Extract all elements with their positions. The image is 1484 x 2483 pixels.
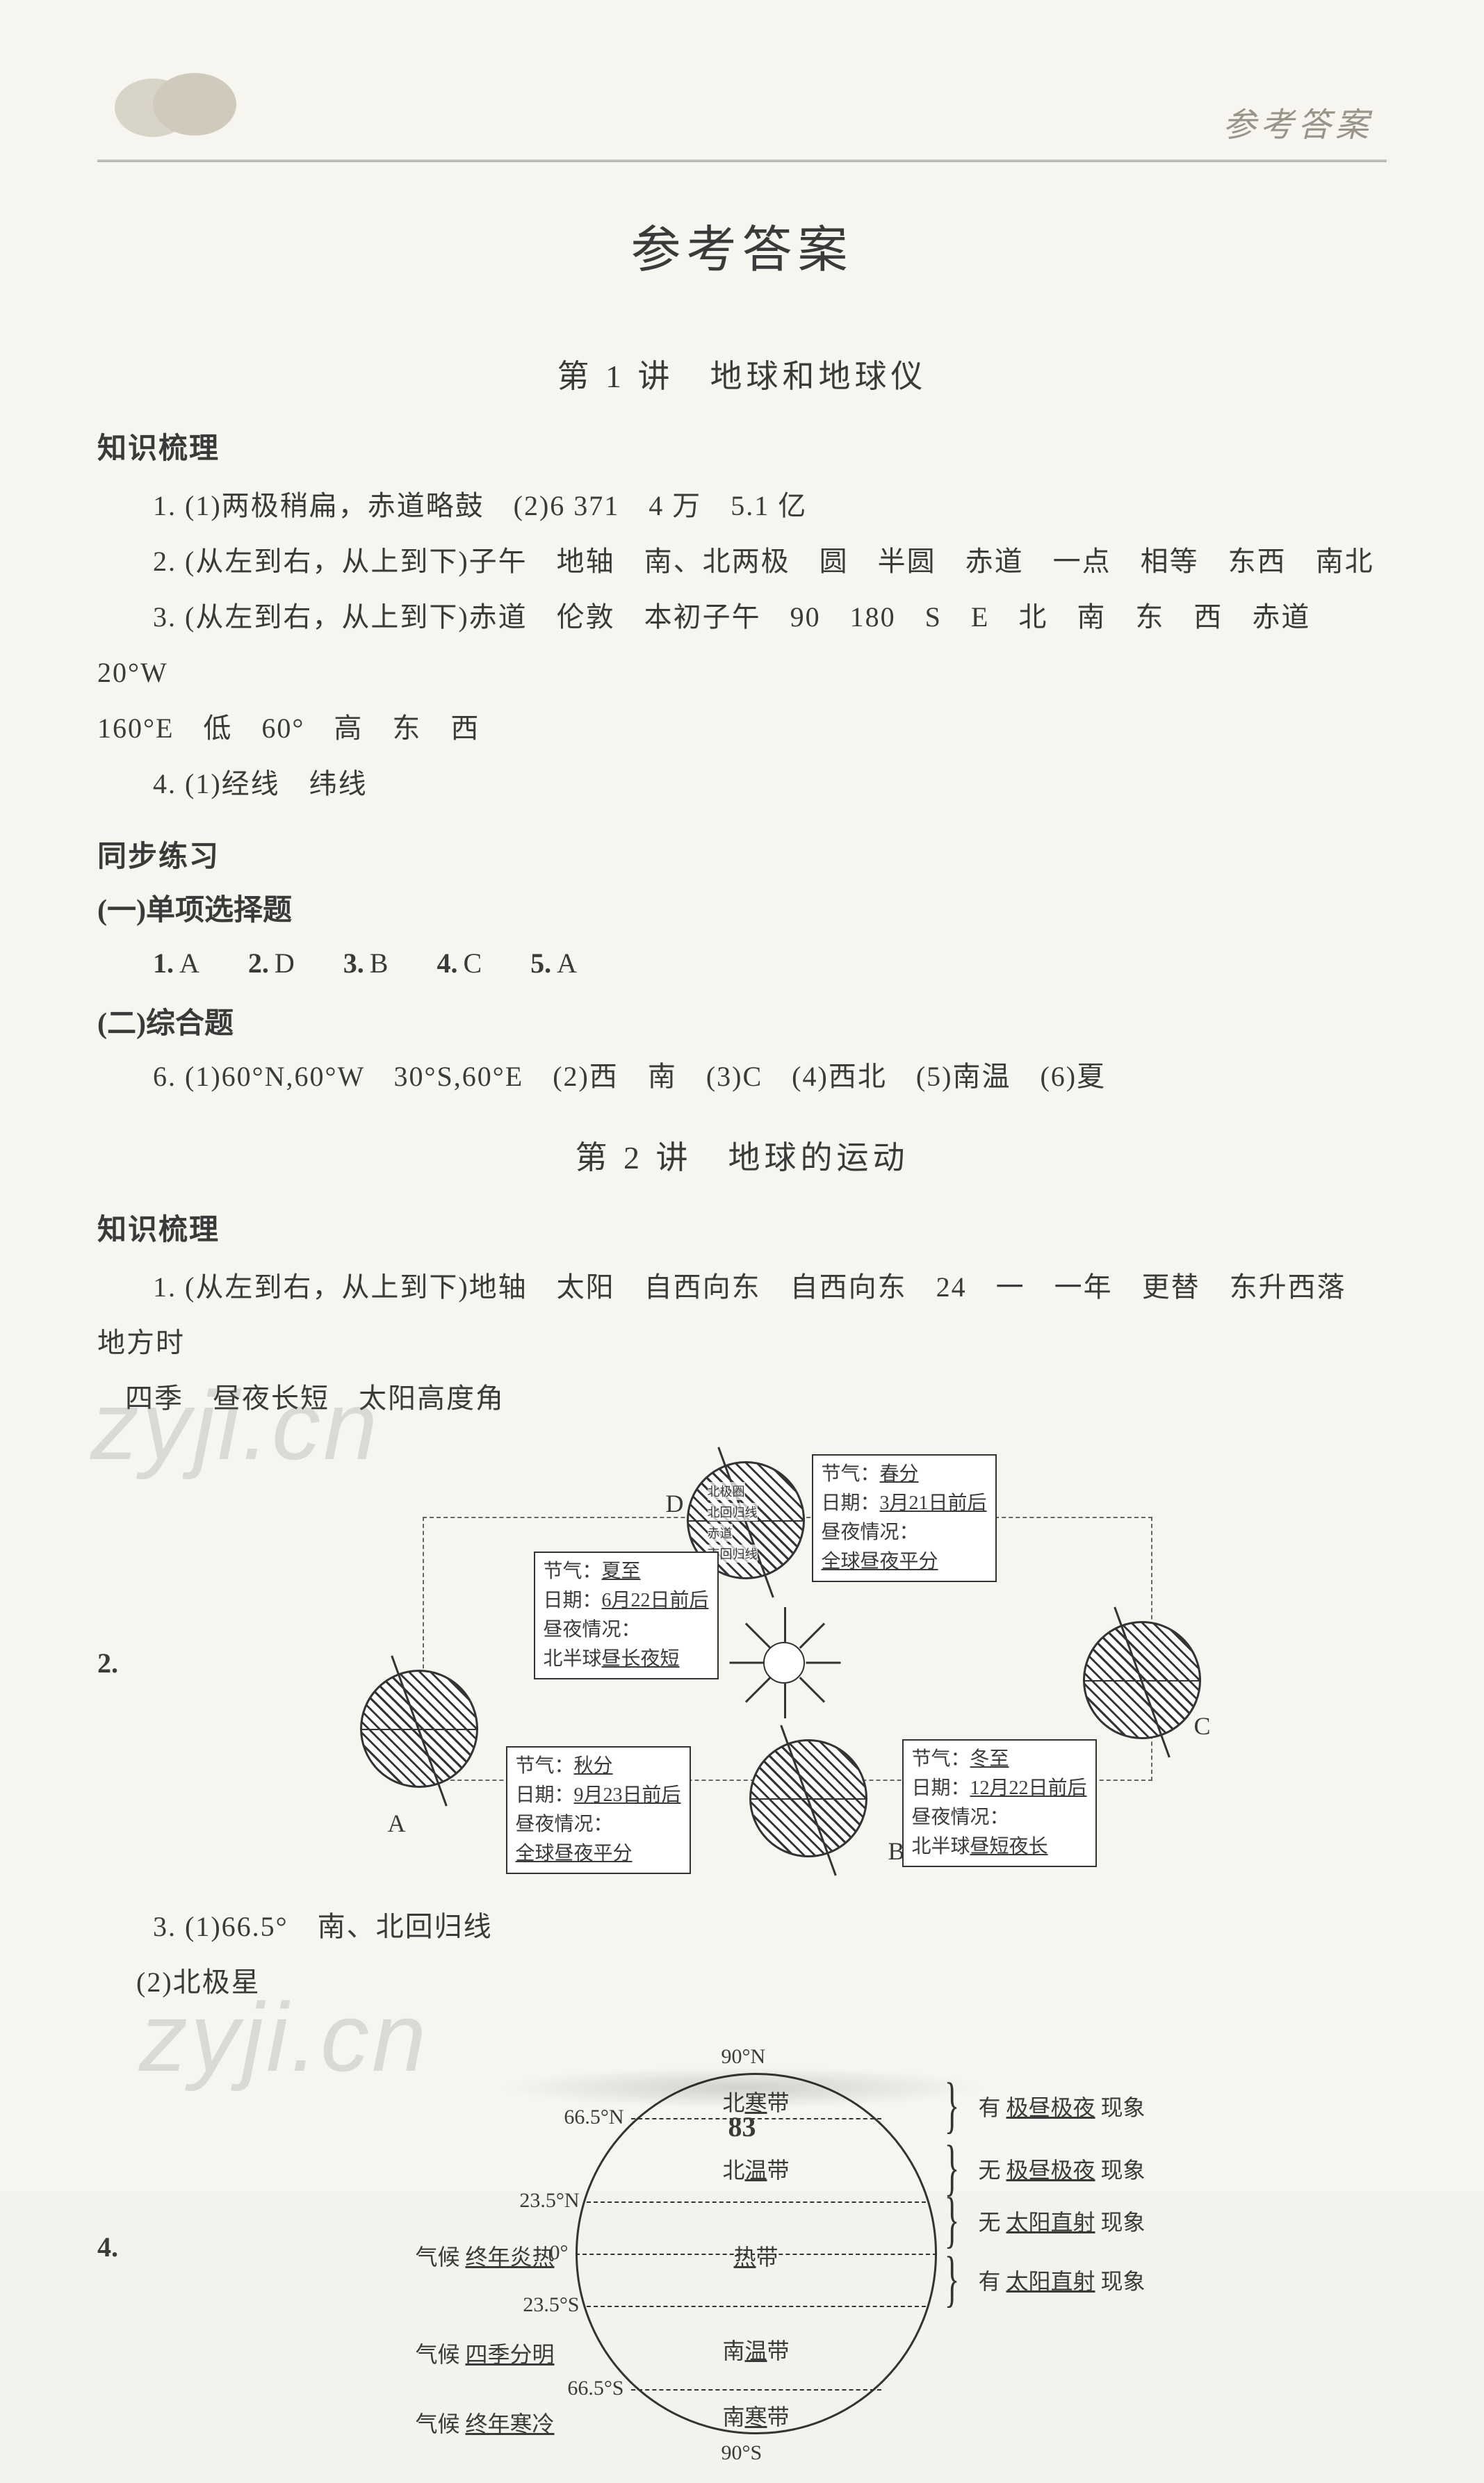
logo-blob xyxy=(111,70,250,139)
diagram1-row: 2. 北极圈北回归线赤道南回归线ABCD节气：春分日期：3月21日前后昼夜情况：… xyxy=(97,1426,1387,1899)
main-title: 参考答案 xyxy=(97,209,1387,282)
mcq-3-a: B xyxy=(370,947,389,979)
zone-annotation-right: 有 太阳直射 现象 xyxy=(979,2264,1145,2296)
l1-k2: 2. (从左到右，从上到下)子午 地轴 南、北两极 圆 半圆 赤道 一点 相等 … xyxy=(97,534,1387,589)
infobox-A_top: 节气：夏至日期：6月22日前后昼夜情况：北半球昼长夜短 xyxy=(534,1552,719,1679)
globe-inner-label: 赤道 xyxy=(708,1524,733,1542)
l1-comp: 6. (1)60°N,60°W 30°S,60°E (2)西 南 (3)C (4… xyxy=(97,1049,1387,1105)
zone-annotation-left: 气候 终年寒冷 xyxy=(325,2407,555,2439)
latitude-line xyxy=(631,2118,881,2119)
knowledge-heading-2: 知识梳理 xyxy=(97,1206,1387,1248)
zone-label: 南寒带 xyxy=(687,2400,826,2432)
north-pole-label: 90°N xyxy=(721,2045,766,2069)
zone-annotation-right: 有 极昼极夜 现象 xyxy=(979,2090,1145,2122)
globe-equator xyxy=(360,1729,478,1730)
mcq-1-a: A xyxy=(179,947,199,979)
zone-label: 热带 xyxy=(687,2240,826,2272)
l1-k1: 1. (1)两极稍扁，赤道略鼓 (2)6 371 4 万 5.1 亿 xyxy=(97,478,1387,534)
globe-label-A: A xyxy=(388,1809,406,1838)
header-label: 参考答案 xyxy=(1223,97,1373,146)
mcq-5-n: 5. xyxy=(530,947,551,979)
l2-k4-prefix: 4. xyxy=(97,2231,153,2263)
zone-annotation-right: 无 太阳直射 现象 xyxy=(979,2205,1145,2237)
sun-ray xyxy=(784,1684,786,1718)
mcq-heading: (一)单项选择题 xyxy=(97,886,1387,929)
mcq-5-a: A xyxy=(557,947,577,979)
l2-k1a: 1. (从左到右，从上到下)地轴 太阳 自西向东 自西向东 24 一 一年 更替… xyxy=(97,1260,1387,1371)
comp-heading: (二)综合题 xyxy=(97,1000,1387,1042)
infobox-A_bottom: 节气：秋分日期：9月23日前后昼夜情况：全球昼夜平分 xyxy=(506,1746,691,1874)
zone-label: 南温带 xyxy=(687,2334,826,2366)
page: 参考答案 参考答案 第 1 讲 地球和地球仪 知识梳理 1. (1)两极稍扁，赤… xyxy=(0,0,1484,2192)
mcq-answers: 1.A 2.D 3.B 4.C 5.A xyxy=(97,936,1387,991)
sun-ray xyxy=(806,1662,840,1664)
latitude-line xyxy=(587,2306,926,2307)
header-divider xyxy=(97,160,1387,162)
infobox-D: 节气：春分日期：3月21日前后昼夜情况：全球昼夜平分 xyxy=(812,1454,997,1582)
south-pole-label: 90°S xyxy=(721,2441,763,2465)
mcq-4-n: 4. xyxy=(437,947,457,979)
latitude-label: 23.5°S xyxy=(482,2293,580,2317)
latitude-label: 23.5°N xyxy=(482,2189,580,2213)
l1-k3b: 160°E 低 60° 高 东 西 xyxy=(97,701,1387,756)
latitude-label: 66.5°S xyxy=(527,2377,624,2400)
globe-label-D: D xyxy=(666,1489,684,1518)
globe-equator xyxy=(1083,1680,1201,1682)
mcq-2-n: 2. xyxy=(248,947,269,979)
exercise-heading: 同步练习 xyxy=(97,833,1387,875)
globe-inner-label: 北极圈 xyxy=(708,1482,745,1500)
l1-k4: 4. (1)经线 纬线 xyxy=(97,756,1387,812)
l2-k3b: (2)北极星 xyxy=(97,1955,1387,2010)
bottom-shadow xyxy=(499,2067,986,2108)
page-number: 83 xyxy=(728,2110,756,2143)
globe-label-C: C xyxy=(1194,1711,1211,1741)
latitude-label: 66.5°N xyxy=(527,2106,624,2129)
brace-icon: } xyxy=(944,2243,959,2315)
zone-label: 北温带 xyxy=(687,2153,826,2185)
l1-k3a: 3. (从左到右，从上到下)赤道 伦敦 本初子午 90 180 S E 北 南 … xyxy=(97,589,1387,701)
mcq-1-n: 1. xyxy=(153,947,174,979)
l2-k2-prefix: 2. xyxy=(97,1647,153,1679)
infobox-C: 节气：冬至日期：12月22日前后昼夜情况：北半球昼短夜长 xyxy=(902,1739,1097,1867)
mcq-2-a: D xyxy=(275,947,295,979)
globe-inner-label: 北回归线 xyxy=(708,1503,758,1521)
zone-annotation-left: 气候 终年炎热 xyxy=(325,2240,555,2272)
zone-annotation-right: 无 极昼极夜 现象 xyxy=(979,2153,1145,2185)
l2-k3: 3. (1)66.5° 南、北回归线 xyxy=(97,1899,1387,1955)
zone-annotation-left: 气候 四季分明 xyxy=(325,2337,555,2369)
latitude-line xyxy=(631,2389,881,2391)
logo-svg xyxy=(111,70,250,139)
sun-ray xyxy=(729,1662,764,1664)
earth-revolution-diagram: 北极圈北回归线赤道南回归线ABCD节气：春分日期：3月21日前后昼夜情况：全球昼… xyxy=(318,1447,1222,1878)
latitude-line xyxy=(587,2201,926,2203)
knowledge-heading-1: 知识梳理 xyxy=(97,425,1387,467)
lecture2-title: 第 2 讲 地球的运动 xyxy=(97,1132,1387,1178)
sun-ray xyxy=(784,1607,786,1642)
mcq-4-a: C xyxy=(463,947,482,979)
globe-equator xyxy=(749,1798,867,1800)
lecture1-title: 第 1 讲 地球和地球仪 xyxy=(97,351,1387,397)
mcq-3-n: 3. xyxy=(343,947,364,979)
l2-k1b: 四季 昼夜长短 太阳高度角 xyxy=(97,1371,1387,1426)
